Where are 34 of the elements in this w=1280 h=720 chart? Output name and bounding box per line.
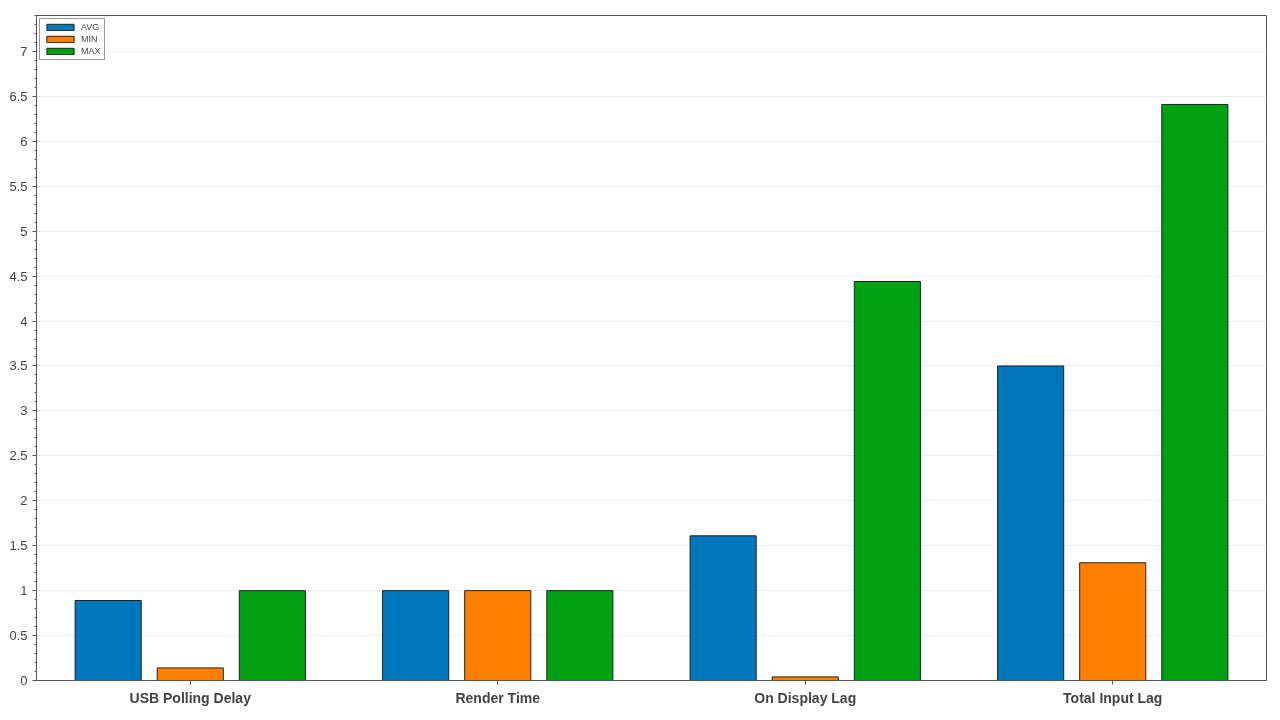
y-tick-label: 6.5 [9, 88, 28, 104]
bar [382, 590, 450, 681]
bar [238, 590, 306, 681]
legend-label: MAX [81, 46, 101, 56]
y-tick-label: 6 [20, 133, 28, 149]
y-tick-label: 0.5 [9, 628, 28, 644]
y-tick-label: 5 [20, 223, 28, 239]
y-tick-label: 3.5 [9, 358, 28, 374]
bar [464, 590, 532, 681]
bar [1161, 103, 1229, 681]
y-tick-label: 2.5 [9, 448, 28, 464]
x-tick-label: Total Input Lag [1063, 689, 1163, 706]
x-tick-label: Render Time [455, 689, 541, 706]
y-tick-label: 3 [20, 403, 28, 419]
y-tick-label: 4 [20, 313, 28, 329]
bar [546, 590, 614, 681]
y-tick-label: 7 [20, 43, 28, 59]
y-tick-label: 1.5 [9, 538, 28, 554]
x-tick-label: On Display Lag [754, 689, 857, 706]
bar [771, 676, 839, 681]
y-tick-label: 5.5 [9, 178, 28, 194]
bar [156, 667, 224, 681]
legend-label: MIN [81, 34, 99, 44]
y-tick-label: 2 [20, 493, 28, 509]
y-tick-label: 0 [20, 673, 28, 688]
bar [997, 365, 1065, 681]
y-tick-label: 1 [20, 583, 28, 599]
bar [74, 600, 142, 681]
legend-label: AVG [81, 22, 101, 32]
y-tick-label: 4.5 [9, 268, 28, 284]
bar [689, 535, 757, 681]
bar [853, 281, 921, 681]
bar [1079, 562, 1147, 681]
x-tick-label: USB Polling Delay [129, 689, 252, 706]
